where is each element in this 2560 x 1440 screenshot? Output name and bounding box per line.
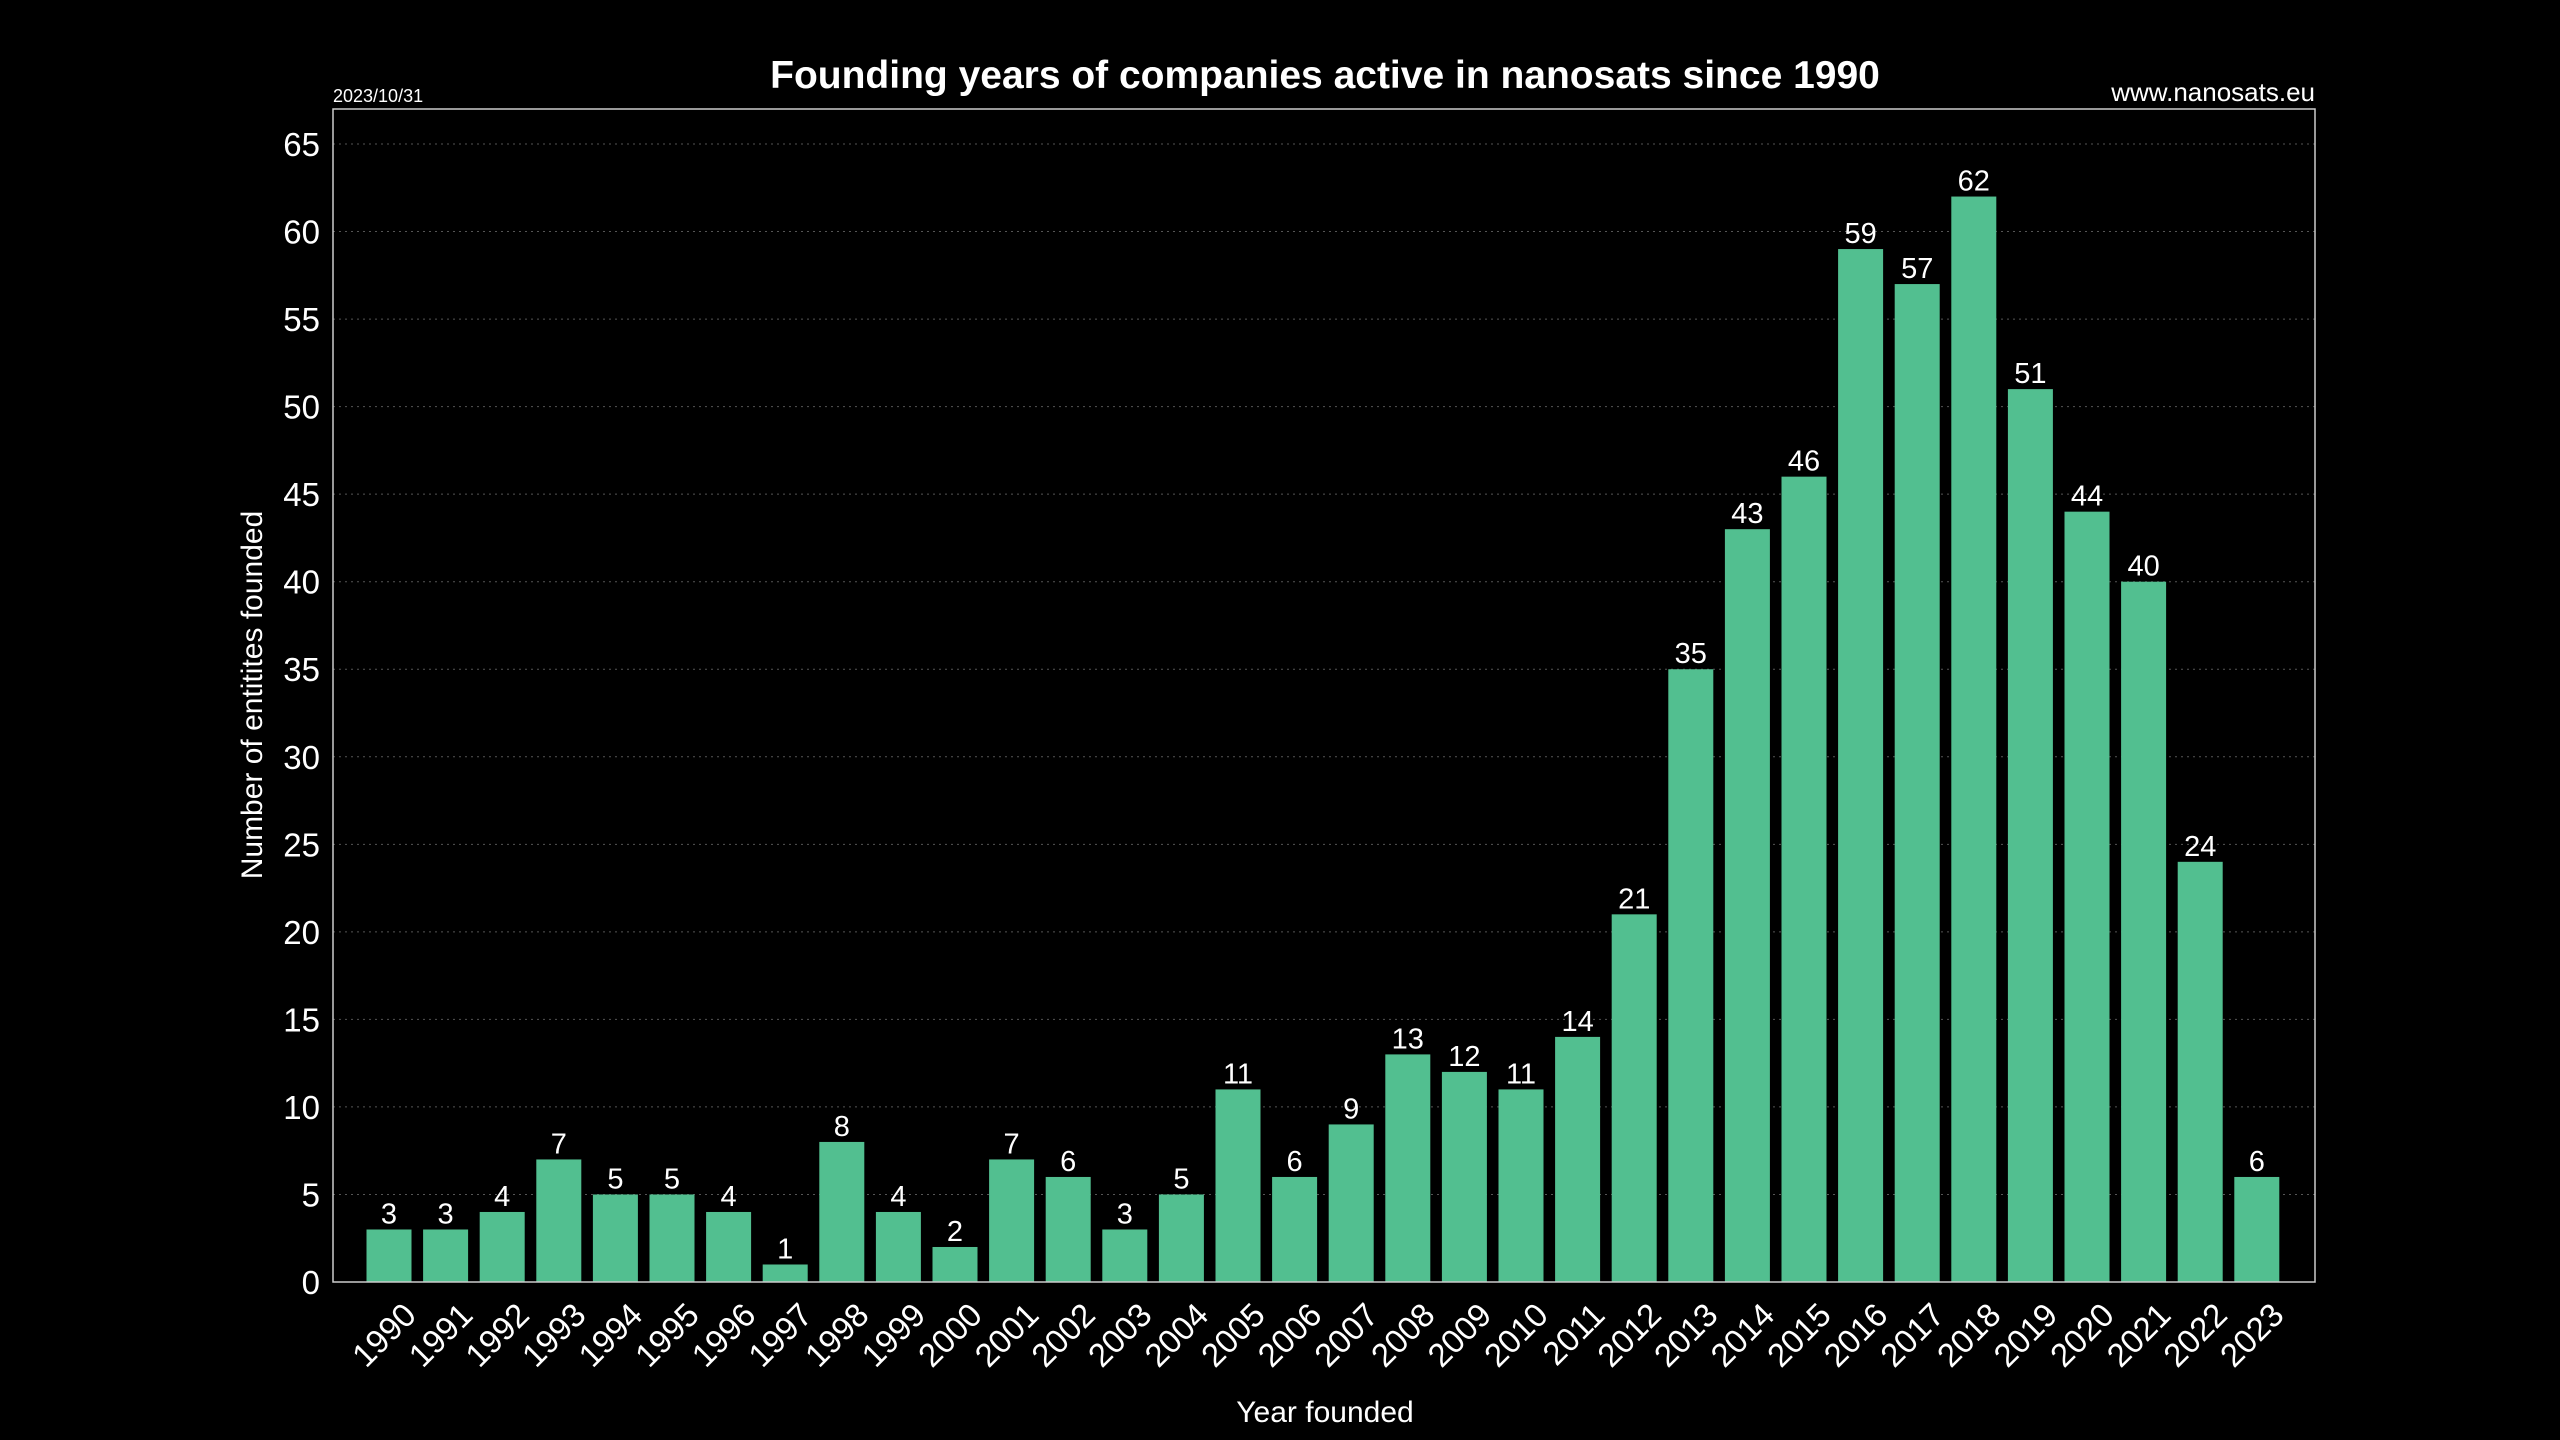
y-tick-label: 40 (283, 564, 320, 601)
bar-2011 (1555, 1036, 1601, 1282)
bar-2019 (2007, 389, 2053, 1283)
bar-1996 (706, 1211, 752, 1282)
x-axis-label: Year founded (1236, 1396, 1413, 1429)
y-tick-label: 20 (283, 914, 320, 951)
bar-2003 (1102, 1229, 1148, 1282)
value-label-1993: 7 (551, 1128, 567, 1160)
bar-2013 (1668, 669, 1714, 1282)
bar-2007 (1328, 1124, 1374, 1282)
value-label-1996: 4 (721, 1181, 737, 1213)
value-label-2011: 14 (1561, 1006, 1593, 1038)
bar-1993 (536, 1159, 582, 1282)
y-tick-label: 35 (283, 651, 320, 688)
y-tick-label: 55 (283, 301, 320, 338)
value-label-2005: 11 (1223, 1058, 1253, 1090)
source-site: www.nanosats.eu (2110, 77, 2315, 107)
value-label-2013: 35 (1675, 638, 1707, 670)
plot-frame (332, 108, 2316, 1283)
bar-2014 (1724, 529, 1770, 1282)
value-label-2007: 9 (1343, 1093, 1359, 1125)
bar-2008 (1385, 1054, 1431, 1282)
value-label-2021: 40 (2127, 551, 2159, 583)
bar-1998 (819, 1141, 865, 1282)
value-label-2015: 46 (1788, 446, 1820, 478)
value-label-2017: 57 (1901, 253, 1933, 285)
value-label-2000: 2 (947, 1216, 963, 1248)
value-label-1990: 3 (381, 1198, 397, 1230)
value-label-2023: 6 (2249, 1146, 2265, 1178)
bar-2004 (1158, 1194, 1204, 1282)
bar-2016 (1838, 249, 1884, 1283)
value-label-2008: 13 (1392, 1023, 1424, 1055)
y-tick-label: 45 (283, 476, 320, 513)
bar-2006 (1272, 1176, 1318, 1282)
y-tick-label: 25 (283, 826, 320, 863)
bar-1990 (366, 1229, 412, 1282)
y-tick-label: 0 (302, 1264, 320, 1301)
chart-title: Founding years of companies active in na… (770, 54, 1880, 97)
bars (366, 196, 2280, 1283)
y-tick-label: 5 (302, 1176, 320, 1213)
value-label-2020: 44 (2071, 481, 2103, 513)
bar-2022 (2177, 861, 2223, 1282)
y-tick-label: 50 (283, 389, 320, 426)
y-tick-label: 60 (283, 214, 320, 251)
bar-1995 (649, 1194, 695, 1282)
value-label-2006: 6 (1287, 1146, 1303, 1178)
bar-1997 (762, 1264, 808, 1282)
y-tick-label: 15 (283, 1001, 320, 1038)
value-label-1998: 8 (834, 1111, 850, 1143)
bar-2009 (1441, 1071, 1487, 1282)
bar-1991 (423, 1229, 469, 1282)
value-label-2022: 24 (2184, 831, 2216, 863)
value-label-2002: 6 (1060, 1146, 1076, 1178)
value-label-2018: 62 (1958, 166, 1990, 198)
value-label-1994: 5 (607, 1163, 623, 1195)
value-label-2012: 21 (1618, 883, 1650, 915)
bar-2012 (1611, 914, 1657, 1282)
bar-2000 (932, 1246, 978, 1282)
bar-2010 (1498, 1089, 1544, 1282)
bar-1992 (479, 1211, 525, 1282)
value-label-1999: 4 (890, 1181, 906, 1213)
y-axis-label: Number of entitites founded (236, 511, 269, 880)
value-label-2019: 51 (2014, 358, 2046, 390)
bar-1994 (592, 1194, 638, 1282)
y-tick-label: 65 (283, 126, 320, 163)
value-label-2009: 12 (1448, 1041, 1480, 1073)
y-axis-ticks: 0 5 10 15 20 25 30 35 40 45 50 55 60 65 (283, 126, 320, 1301)
bar-1999 (875, 1211, 921, 1282)
value-label-2014: 43 (1731, 498, 1763, 530)
date-stamp: 2023/10/31 (333, 86, 423, 106)
bar-2020 (2064, 511, 2110, 1282)
value-label-2001: 7 (1004, 1128, 1020, 1160)
bar-2001 (989, 1159, 1035, 1282)
bar-2002 (1045, 1176, 1091, 1282)
y-tick-label: 10 (283, 1089, 320, 1126)
value-label-1995: 5 (664, 1163, 680, 1195)
value-label-2016: 59 (1844, 218, 1876, 250)
y-tick-label: 30 (283, 739, 320, 776)
bar-2021 (2121, 581, 2167, 1282)
bar-2018 (1951, 196, 1997, 1282)
bar-2017 (1894, 284, 1940, 1283)
bar-2005 (1215, 1089, 1261, 1282)
value-label-2010: 11 (1506, 1058, 1536, 1090)
value-label-2003: 3 (1117, 1198, 1133, 1230)
value-label-2004: 5 (1173, 1163, 1189, 1195)
value-label-1992: 4 (494, 1181, 510, 1213)
bar-2023 (2234, 1176, 2280, 1282)
value-label-1997: 1 (777, 1233, 793, 1265)
bar-2015 (1781, 476, 1827, 1282)
value-label-1991: 3 (438, 1198, 454, 1230)
